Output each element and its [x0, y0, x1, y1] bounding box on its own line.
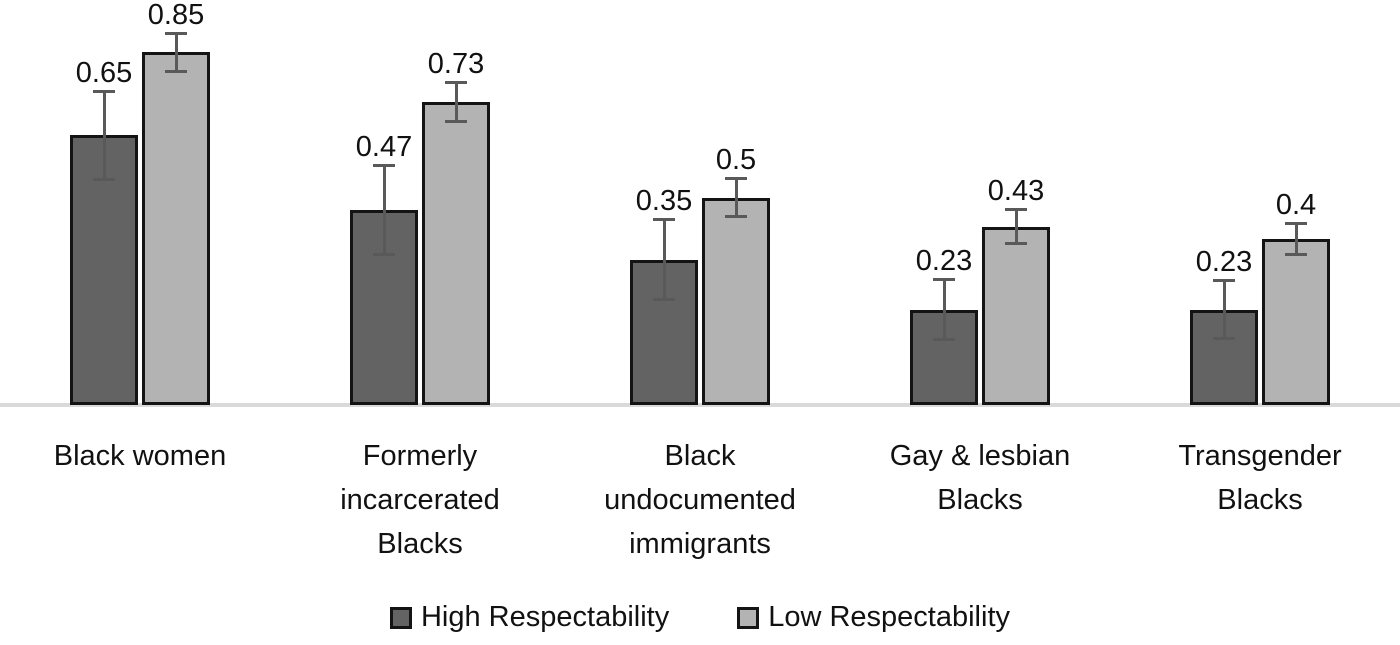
- error-bar-high-respectability-formerly-incarcerated-blacks: [373, 164, 395, 256]
- error-bar-line: [1294, 222, 1298, 256]
- error-bar-line: [454, 81, 458, 123]
- value-label-high-respectability-black-undocumented-immigrants: 0.35: [635, 185, 693, 218]
- error-bar-high-respectability-gay-lesbian-blacks: [933, 278, 955, 341]
- error-bar-line: [1222, 279, 1226, 340]
- value-label-high-respectability-transgender-blacks: 0.23: [1195, 246, 1253, 279]
- bar-low-respectability-formerly-incarcerated-blacks: [422, 102, 490, 405]
- bar-low-respectability-transgender-blacks: [1262, 239, 1330, 405]
- error-bar-line: [174, 31, 178, 73]
- value-label-low-respectability-gay-lesbian-blacks: 0.43: [987, 174, 1045, 207]
- value-label-low-respectability-transgender-blacks: 0.4: [1275, 189, 1317, 222]
- error-bar-line: [1014, 207, 1018, 246]
- bar-low-respectability-black-undocumented-immigrants: [702, 197, 770, 405]
- category-label-formerly-incarcerated-blacks: Formerly incarcerated Blacks: [340, 440, 500, 560]
- bar-low-respectability-gay-lesbian-blacks: [982, 226, 1050, 405]
- value-label-low-respectability-black-undocumented-immigrants: 0.5: [715, 143, 757, 176]
- error-bar-low-respectability-black-women: [165, 31, 187, 73]
- error-bar-line: [734, 176, 738, 219]
- error-bar-high-respectability-transgender-blacks: [1213, 279, 1235, 340]
- legend-item-high-respectability: High Respectability: [389, 601, 670, 634]
- x-axis-line: [0, 403, 1400, 407]
- value-label-high-respectability-gay-lesbian-blacks: 0.23: [915, 245, 973, 278]
- legend-label-high-respectability: High Respectability: [420, 601, 670, 633]
- value-label-high-respectability-formerly-incarcerated-blacks: 0.47: [355, 131, 413, 164]
- category-label-black-undocumented-immigrants: Black undocumented immigrants: [604, 440, 796, 560]
- error-bar-line: [382, 164, 386, 256]
- error-bar-line: [942, 278, 946, 341]
- error-bar-low-respectability-formerly-incarcerated-blacks: [445, 81, 467, 123]
- error-bar-low-respectability-black-undocumented-immigrants: [725, 176, 747, 219]
- value-label-low-respectability-formerly-incarcerated-blacks: 0.73: [427, 48, 485, 81]
- error-bar-high-respectability-black-women: [93, 89, 115, 181]
- value-label-high-respectability-black-women: 0.65: [75, 56, 133, 89]
- legend-label-low-respectability: Low Respectability: [768, 601, 1011, 633]
- error-bar-low-respectability-gay-lesbian-blacks: [1005, 207, 1027, 246]
- bar-low-respectability-black-women: [142, 52, 210, 405]
- category-label-gay-lesbian-blacks: Gay & lesbian Blacks: [889, 440, 1071, 516]
- category-label-transgender-blacks: Transgender Blacks: [1178, 440, 1342, 516]
- value-label-low-respectability-black-women: 0.85: [147, 0, 205, 31]
- error-bar-low-respectability-transgender-blacks: [1285, 222, 1307, 256]
- legend-swatch-high-respectability-icon: [389, 606, 412, 629]
- error-bar-high-respectability-black-undocumented-immigrants: [653, 218, 675, 302]
- legend-swatch-low-respectability-icon: [737, 606, 760, 629]
- error-bar-line: [102, 89, 106, 181]
- legend: High Respectability Low Respectability: [0, 601, 1400, 634]
- error-bar-line: [662, 218, 666, 302]
- category-label-black-women: Black women: [53, 440, 227, 472]
- legend-item-low-respectability: Low Respectability: [737, 601, 1010, 634]
